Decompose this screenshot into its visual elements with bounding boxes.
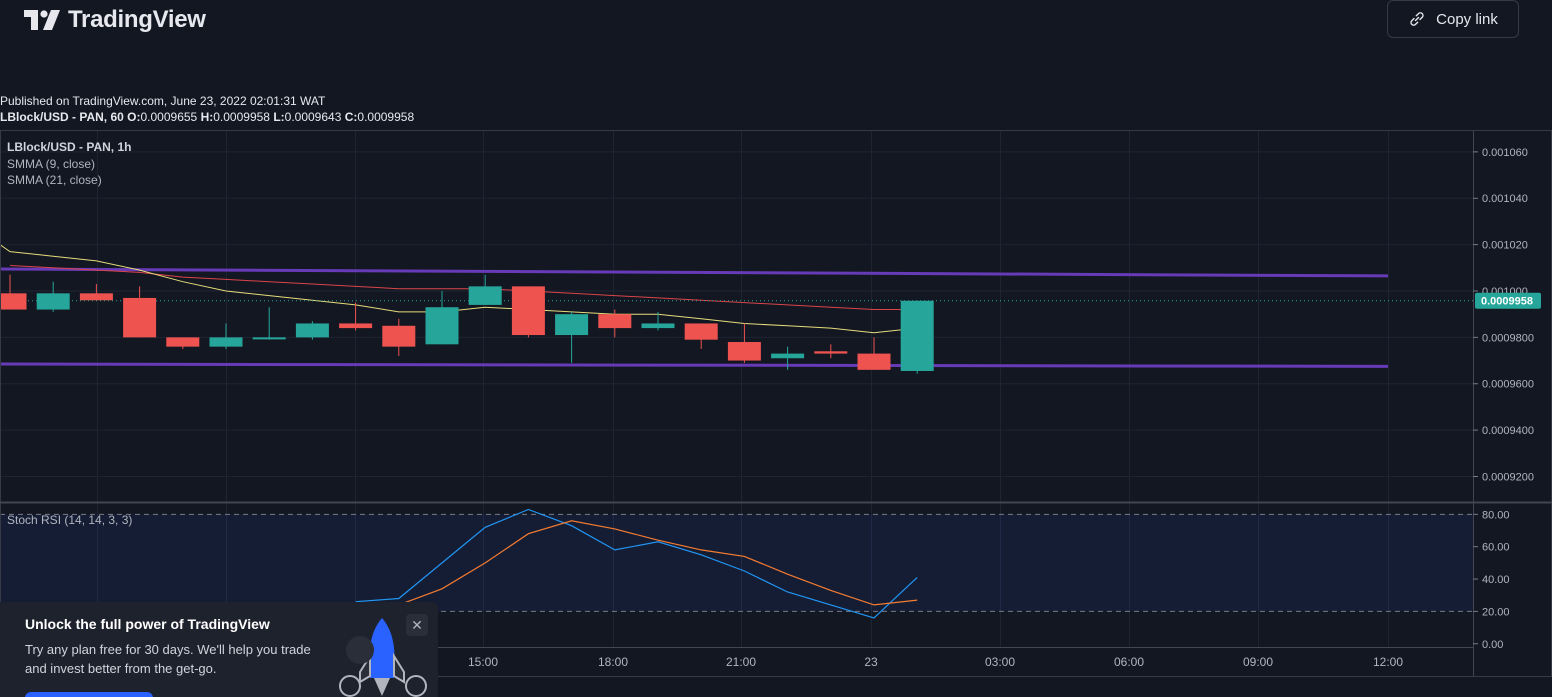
candle-body[interactable]: [295, 323, 329, 338]
main-legend: LBlock/USD - PAN, 1h SMMA (9, close) SMM…: [7, 139, 131, 189]
channel-line[interactable]: [0, 362, 1389, 368]
time-tick-label: 18:00: [598, 655, 628, 669]
promo-body: Try any plan free for 30 days. We'll hel…: [25, 642, 311, 676]
legend-symbol[interactable]: LBlock/USD - PAN, 1h: [7, 140, 132, 154]
symbol-interval: LBlock/USD - PAN, 60: [0, 110, 124, 124]
price-tick-label: 0.0009200: [1482, 471, 1534, 483]
stoch-k-line[interactable]: [355, 508, 918, 619]
ohlc-line: LBlock/USD - PAN, 60 O:0.0009655 H:0.000…: [0, 109, 414, 125]
stoch-tick-label: 60.00: [1482, 542, 1510, 554]
last-price-badge: [1475, 292, 1541, 309]
legend-stoch-rsi[interactable]: Stoch RSI (14, 14, 3, 3): [7, 513, 133, 527]
rocket-illustration: [339, 618, 427, 697]
stoch-tick-label: 0.00: [1482, 639, 1503, 651]
price-tick-label: 0.001020: [1482, 240, 1528, 252]
ohlc-close: C:0.0009958: [344, 110, 415, 124]
moving-averages: [0, 244, 1473, 334]
time-tick-label: 06:00: [1114, 655, 1144, 669]
time-tick-label: 12:00: [1373, 655, 1403, 669]
time-tick-label: 15:00: [468, 655, 498, 669]
chart-grid: [0, 131, 1473, 647]
price-tick-label: 0.0009400: [1482, 425, 1534, 437]
candle-body[interactable]: [425, 307, 459, 345]
smma21-line: [9, 265, 918, 310]
ohlc-high: H:0.0009958: [200, 110, 270, 124]
chart-axes: 15:00 18:00 21:00 23 03:00 06:00 09:00 12:00 0.0…: [0, 130, 1552, 677]
candle-body[interactable]: [123, 297, 157, 338]
price-tick-label: 0.0009600: [1482, 379, 1534, 391]
time-tick-label: 09:00: [1243, 655, 1273, 669]
promo-cta-button[interactable]: [25, 692, 153, 697]
candle-body[interactable]: [209, 337, 243, 347]
legend-smma9[interactable]: SMMA (9, close): [7, 156, 96, 171]
logo-text: TradingView: [68, 6, 206, 33]
candle-body[interactable]: [0, 293, 27, 310]
candle-body[interactable]: [555, 314, 589, 336]
candle-body[interactable]: [900, 300, 934, 371]
tradingview-logo[interactable]: TradingView: [24, 6, 206, 34]
candle-body[interactable]: [382, 325, 416, 347]
stoch-d-line[interactable]: [355, 520, 918, 612]
candle-body[interactable]: [36, 293, 70, 310]
copy-link-button[interactable]: Copy link: [1387, 0, 1519, 38]
candle-body[interactable]: [771, 353, 805, 359]
candle-body[interactable]: [511, 286, 545, 336]
candle-body[interactable]: [598, 314, 632, 329]
price-channel[interactable]: [0, 267, 1389, 368]
candle-body[interactable]: [641, 323, 675, 329]
candle-body[interactable]: [339, 323, 373, 329]
last-price-label: 0.0009958: [1481, 296, 1533, 308]
promo-popup: Unlock the full power of TradingView Try…: [0, 602, 438, 697]
price-tick-label: 0.0009800: [1482, 332, 1534, 344]
candle-body[interactable]: [166, 337, 200, 347]
candle-body[interactable]: [857, 353, 891, 370]
stoch-rsi-pane[interactable]: [0, 508, 1473, 619]
link-icon: [1410, 12, 1424, 26]
time-tick-label: 23: [864, 655, 878, 669]
candle-body[interactable]: [79, 293, 113, 301]
candle-body[interactable]: [727, 342, 761, 361]
channel-line[interactable]: [0, 267, 1389, 278]
ohlc-low: L:0.0009643: [273, 110, 342, 124]
promo-title: Unlock the full power of TradingView: [25, 616, 270, 632]
price-tick-label: 0.001040: [1482, 193, 1528, 205]
price-tick-label: 0.001060: [1482, 147, 1528, 159]
stoch-tick-label: 80.00: [1482, 509, 1510, 521]
stoch-tick-label: 20.00: [1482, 606, 1510, 618]
candle-body[interactable]: [468, 286, 502, 305]
stoch-tick-label: 40.00: [1482, 574, 1510, 586]
ohlc-open: O:0.0009655: [127, 110, 198, 124]
chart-meta: Published on TradingView.com, June 23, 2…: [0, 93, 414, 125]
legend-smma21[interactable]: SMMA (21, close): [7, 173, 102, 187]
close-icon: ✕: [411, 616, 423, 633]
candle-body[interactable]: [684, 323, 718, 340]
promo-close-button[interactable]: ✕: [406, 614, 428, 636]
candle-body[interactable]: [814, 351, 848, 354]
candle-body[interactable]: [252, 337, 286, 340]
candles[interactable]: [0, 274, 934, 374]
copy-link-label: Copy link: [1436, 10, 1498, 28]
published-line: Published on TradingView.com, June 23, 2…: [0, 94, 326, 108]
time-tick-label: 03:00: [985, 655, 1015, 669]
time-tick-label: 21:00: [726, 655, 756, 669]
stoch-band-fill: [0, 514, 1473, 612]
tradingview-logo-icon: [24, 10, 60, 30]
